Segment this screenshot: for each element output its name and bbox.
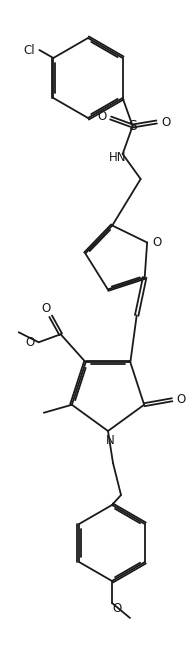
Text: O: O [25, 336, 34, 349]
Text: N: N [106, 434, 114, 446]
Text: O: O [112, 601, 122, 615]
Text: O: O [176, 393, 186, 406]
Text: O: O [97, 110, 106, 122]
Text: O: O [152, 236, 162, 249]
Text: S: S [128, 119, 137, 133]
Text: Cl: Cl [24, 43, 35, 57]
Text: HN: HN [109, 150, 126, 164]
Text: O: O [41, 302, 50, 315]
Text: O: O [161, 116, 170, 128]
